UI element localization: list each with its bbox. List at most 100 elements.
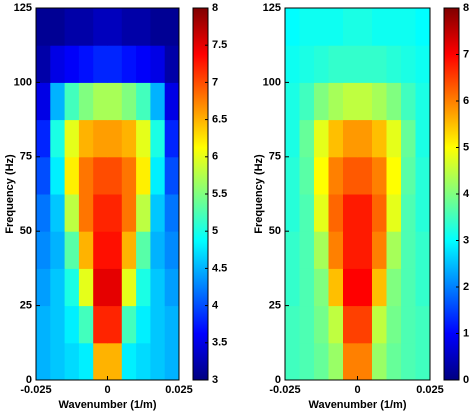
heatmap-cell — [164, 156, 180, 195]
heatmap-cell — [150, 119, 166, 158]
heatmap-cell — [50, 45, 66, 83]
heatmap-cell — [50, 305, 66, 344]
colorbar-tick-label: 7 — [463, 48, 469, 60]
heatmap-cell — [328, 231, 344, 269]
heatmap-cell — [150, 268, 166, 307]
heatmap-cell — [93, 305, 108, 344]
heatmap-cell — [107, 305, 123, 344]
heatmap-cell — [285, 45, 300, 83]
heatmap-cell — [136, 82, 151, 121]
heatmap-cell — [401, 119, 416, 158]
heatmap-cell — [107, 194, 123, 232]
heatmap-cell — [386, 194, 402, 232]
heatmap-cell — [328, 119, 344, 158]
heatmap-cell — [50, 342, 66, 381]
heatmap-cell — [401, 305, 416, 344]
heatmap-cell — [136, 119, 151, 158]
heatmap-cell — [415, 156, 431, 195]
heatmap-cell — [64, 82, 80, 121]
heatmap-cell — [78, 305, 94, 344]
heatmap-cell — [285, 8, 300, 46]
heatmap-cell — [314, 156, 329, 195]
heatmap-cell — [78, 231, 94, 269]
heatmap-cell — [93, 45, 108, 83]
y-tick-label: 75 — [20, 151, 32, 163]
heatmap-cell — [78, 45, 94, 83]
heatmap-cell — [121, 231, 137, 269]
colorbar-tick-label: 5.5 — [212, 188, 227, 200]
heatmap-cell — [328, 45, 344, 83]
heatmap-cell — [372, 231, 387, 269]
heatmap-cell — [150, 45, 166, 83]
heatmap-cell — [386, 268, 402, 307]
heatmap-cell — [357, 8, 373, 46]
heatmap-cell — [314, 268, 329, 307]
heatmap-cell — [107, 156, 123, 195]
heatmap-cell — [36, 8, 51, 46]
x-tick-label: 0.025 — [416, 384, 444, 396]
heatmap-cell — [121, 268, 137, 307]
heatmap-cell — [372, 305, 387, 344]
colorbar-tick-label: 3 — [463, 234, 469, 246]
heatmap-cell — [343, 45, 358, 83]
heatmap-cell — [150, 82, 166, 121]
heatmap-cell — [78, 156, 94, 195]
heatmap-cell — [285, 231, 300, 269]
heatmap-cell — [121, 45, 137, 83]
colorbar-tick-label: 4 — [463, 188, 470, 200]
heatmap-cell — [401, 231, 416, 269]
heatmap-cell — [136, 45, 151, 83]
heatmap-cell — [107, 119, 123, 158]
colorbar-tick-label: 4.5 — [212, 262, 227, 274]
heatmap-cell — [386, 231, 402, 269]
y-axis-label: Frequency (Hz) — [4, 154, 16, 234]
colorbar-tick-label: 6.5 — [212, 114, 227, 126]
heatmap-cell — [372, 342, 387, 381]
heatmap-cell — [314, 8, 329, 46]
heatmap-cell — [50, 231, 66, 269]
heatmap-cell — [121, 342, 137, 381]
heatmap-cell — [136, 194, 151, 232]
heatmap-cell — [401, 82, 416, 121]
heatmap-cell — [299, 231, 315, 269]
y-tick-label: 50 — [269, 225, 281, 237]
heatmap-cell — [64, 194, 80, 232]
colorbar-tick-label: 6 — [463, 95, 469, 107]
heatmap-cell — [36, 156, 51, 195]
x-tick-label: -0.025 — [20, 384, 51, 396]
heatmap-cell — [150, 305, 166, 344]
heatmap-cell — [343, 8, 358, 46]
heatmap-cell — [93, 268, 108, 307]
heatmap-cell — [78, 268, 94, 307]
x-axis-label: Wavenumber (1/m) — [58, 399, 156, 411]
heatmap-cell — [36, 82, 51, 121]
heatmap-cell — [136, 305, 151, 344]
colorbar-tick-label: 5 — [463, 141, 469, 153]
heatmap-cell — [121, 156, 137, 195]
heatmap-cell — [164, 119, 180, 158]
heatmap-cell — [299, 194, 315, 232]
heatmap-cell — [328, 82, 344, 121]
heatmap-cell — [415, 119, 431, 158]
colorbar-tick-label: 7 — [212, 76, 218, 88]
heatmap-cell — [50, 8, 66, 46]
heatmap-cell — [415, 342, 431, 381]
heatmap-cell — [415, 45, 431, 83]
heatmap-cell — [78, 82, 94, 121]
heatmap-cell — [357, 156, 373, 195]
heatmap-cell — [343, 82, 358, 121]
heatmap-cell — [64, 45, 80, 83]
y-tick-label: 125 — [263, 2, 281, 14]
heatmap-cell — [401, 156, 416, 195]
heatmap-cell — [343, 342, 358, 381]
heatmap-cell — [386, 45, 402, 83]
heatmap-cell — [372, 194, 387, 232]
heatmap-cell — [415, 268, 431, 307]
y-tick-label: 50 — [20, 225, 32, 237]
heatmap-cell — [386, 305, 402, 344]
heatmap-cell — [415, 194, 431, 232]
heatmap-cell — [415, 305, 431, 344]
heatmap-cell — [372, 8, 387, 46]
heatmap-cell — [328, 268, 344, 307]
heatmap-cell — [36, 342, 51, 381]
